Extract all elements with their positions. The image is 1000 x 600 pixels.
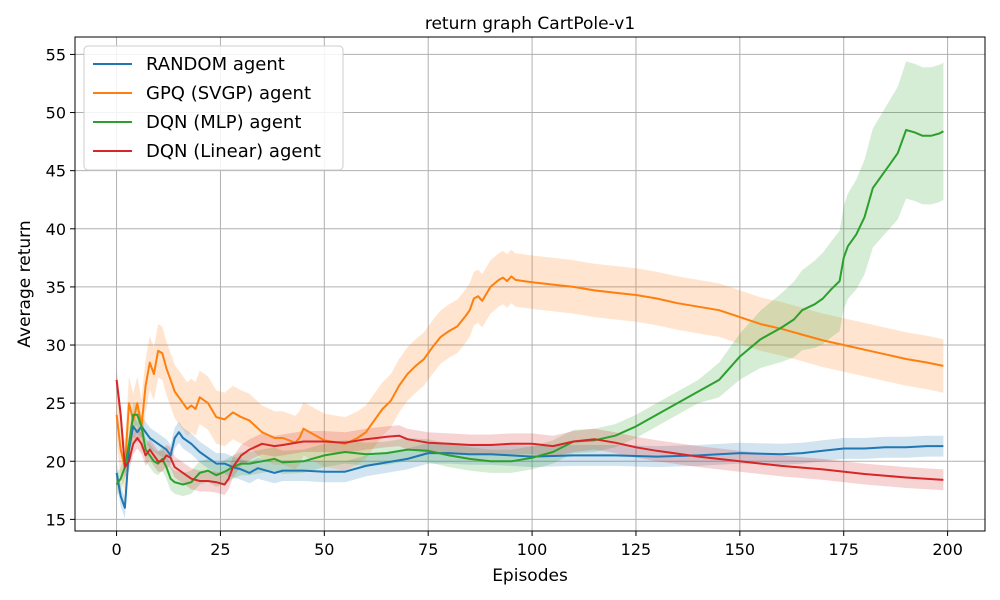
band-series-3 xyxy=(116,369,944,495)
band-series-1 xyxy=(116,249,944,494)
series-lines xyxy=(115,129,944,509)
x-tick-label: 50 xyxy=(314,540,334,559)
line-series-0 xyxy=(115,425,944,509)
y-tick-label: 20 xyxy=(46,452,66,471)
chart-title: return graph CartPole-v1 xyxy=(425,14,635,34)
x-axis-label: Episodes xyxy=(492,566,568,586)
line-series-3 xyxy=(115,379,944,486)
y-tick-label: 55 xyxy=(46,45,66,64)
confidence-bands xyxy=(116,61,944,519)
band-series-0 xyxy=(116,415,944,519)
y-tick-label: 25 xyxy=(46,394,66,413)
y-tick-label: 15 xyxy=(46,510,66,529)
x-tick-label: 125 xyxy=(621,540,652,559)
y-tick-label: 50 xyxy=(46,104,66,123)
x-tick-label: 25 xyxy=(210,540,230,559)
line-series-1 xyxy=(115,275,944,469)
x-tick-label: 175 xyxy=(828,540,859,559)
legend-label: DQN (MLP) agent xyxy=(146,112,301,133)
plot-frame xyxy=(74,36,986,532)
legend-label: GPQ (SVGP) agent xyxy=(146,83,311,104)
legend-box xyxy=(83,45,344,171)
x-tick-label: 150 xyxy=(725,540,756,559)
y-tick-label: 35 xyxy=(46,278,66,297)
legend-label: DQN (Linear) agent xyxy=(146,141,321,162)
x-tick-label: 75 xyxy=(418,540,438,559)
legend-label: RANDOM agent xyxy=(146,54,285,75)
legend: RANDOM agent GPQ (SVGP) agent DQN (MLP) ag… xyxy=(83,45,344,171)
y-tick-label: 30 xyxy=(46,336,66,355)
x-ticks: 0 25 50 75 100 125 150 175 200 xyxy=(111,531,963,559)
x-tick-label: 100 xyxy=(517,540,548,559)
x-tick-label: 0 xyxy=(111,540,121,559)
line-series-2 xyxy=(115,129,944,486)
y-tick-label: 40 xyxy=(46,220,66,239)
y-tick-label: 45 xyxy=(46,162,66,181)
y-axis-label: Average return xyxy=(15,220,35,347)
y-ticks: 15 20 25 30 35 40 45 50 55 xyxy=(46,45,75,529)
x-tick-label: 200 xyxy=(932,540,963,559)
